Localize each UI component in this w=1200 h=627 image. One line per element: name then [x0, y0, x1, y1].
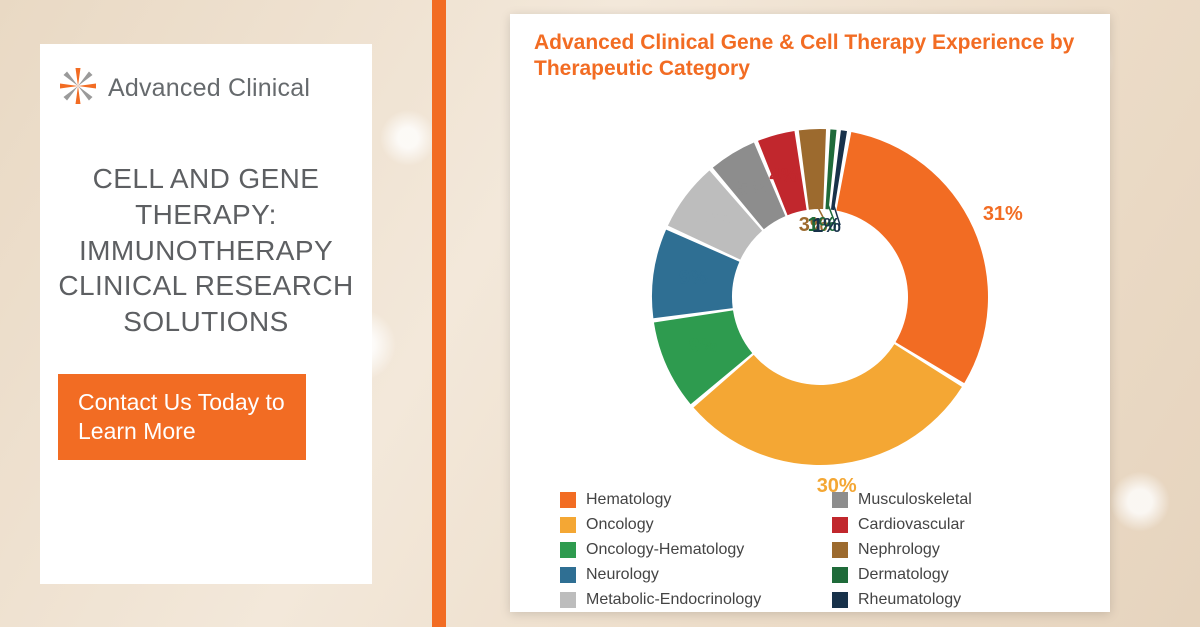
pct-oncology-hematology: 9%	[689, 335, 718, 358]
pct-cardiovascular: 4%	[769, 165, 798, 188]
legend-metabolic-endocrinology: Metabolic-Endocrinology	[560, 591, 808, 609]
pct-hematology: 31%	[983, 203, 1023, 226]
legend-neurology: Neurology	[560, 566, 808, 584]
swatch-icon	[832, 567, 848, 583]
headline: CELL AND GENE THERAPY: IMMUNOTHERAPY CLI…	[40, 111, 372, 340]
slice-hematology	[836, 131, 988, 382]
legend-label: Oncology	[586, 516, 654, 534]
chart-card: Advanced Clinical Gene & Cell Therapy Ex…	[510, 14, 1110, 612]
legend-label: Musculoskeletal	[858, 491, 972, 509]
legend-hematology: Hematology	[560, 491, 808, 509]
legend-dermatology: Dermatology	[832, 566, 1080, 584]
swatch-icon	[560, 567, 576, 583]
accent-vertical-bar	[432, 0, 446, 627]
legend-label: Nephrology	[858, 541, 940, 559]
swatch-icon	[832, 517, 848, 533]
pct-rheumatology: 1%	[812, 215, 841, 238]
donut-chart: 31%30%9%9%7%5%4%3%1%1%	[510, 87, 1110, 487]
chart-title: Advanced Clinical Gene & Cell Therapy Ex…	[510, 14, 1110, 87]
legend-rheumatology: Rheumatology	[832, 591, 1080, 609]
swatch-icon	[560, 492, 576, 508]
starburst-icon	[58, 66, 98, 111]
cta-label: Contact Us Today to Learn More	[78, 389, 285, 444]
legend-oncology: Oncology	[560, 516, 808, 534]
legend-label: Rheumatology	[858, 591, 961, 609]
swatch-icon	[832, 542, 848, 558]
legend-nephrology: Nephrology	[832, 541, 1080, 559]
legend-label: Hematology	[586, 491, 671, 509]
legend-cardiovascular: Cardiovascular	[832, 516, 1080, 534]
brand-name: Advanced Clinical	[108, 74, 310, 103]
swatch-icon	[560, 517, 576, 533]
swatch-icon	[560, 542, 576, 558]
legend-oncology-hematology: Oncology-Hematology	[560, 541, 808, 559]
legend-label: Neurology	[586, 566, 659, 584]
legend-musculoskeletal: Musculoskeletal	[832, 491, 1080, 509]
pct-metabolic-endocrinology: 7%	[703, 210, 732, 233]
chart-legend: Hematology Musculoskeletal Oncology Cardiov…	[510, 487, 1110, 609]
pct-neurology: 9%	[679, 267, 708, 290]
swatch-icon	[832, 592, 848, 608]
contact-us-button[interactable]: Contact Us Today to Learn More	[58, 374, 306, 460]
legend-label: Dermatology	[858, 566, 949, 584]
legend-label: Cardiovascular	[858, 516, 965, 534]
pct-oncology: 30%	[817, 475, 857, 498]
brand-logo: Advanced Clinical	[40, 44, 372, 111]
legend-label: Metabolic-Endocrinology	[586, 591, 761, 609]
swatch-icon	[560, 592, 576, 608]
left-panel: Advanced Clinical CELL AND GENE THERAPY:…	[40, 44, 372, 584]
pct-musculoskeletal: 5%	[737, 178, 766, 201]
legend-label: Oncology-Hematology	[586, 541, 744, 559]
promo-card: Advanced Clinical CELL AND GENE THERAPY:…	[0, 0, 1200, 627]
